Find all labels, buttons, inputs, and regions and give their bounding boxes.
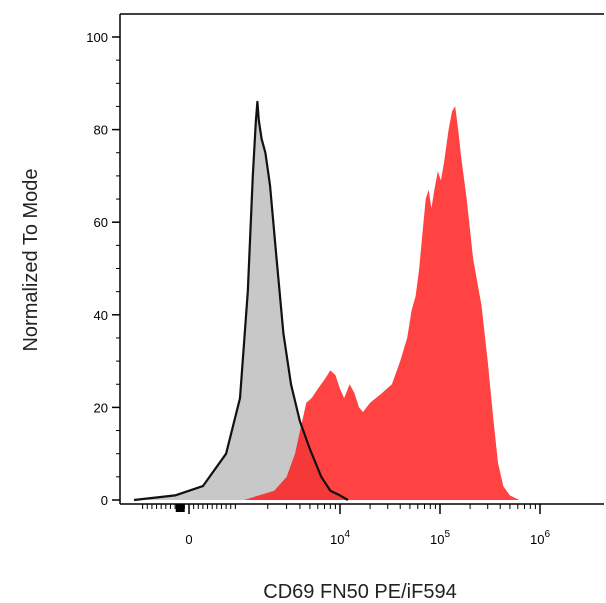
x-axis-title: CD69 FN50 PE/iF594 <box>263 581 456 603</box>
y-tick-label: 40 <box>94 308 108 323</box>
y-tick-label: 0 <box>101 493 108 508</box>
y-tick-label: 60 <box>94 215 108 230</box>
y-tick-label: 100 <box>86 30 108 45</box>
x-tick-label: 0 <box>185 532 192 547</box>
y-tick-label: 20 <box>94 400 108 415</box>
y-axis-title: Normalized To Mode <box>20 168 42 351</box>
plot-area <box>133 100 520 502</box>
x-zero-marker <box>175 504 185 512</box>
x-tick-label: 105 <box>430 529 450 547</box>
y-axis-title-group: Normalized To Mode <box>20 168 42 351</box>
x-tick-label: 106 <box>530 529 550 547</box>
y-tick-label: 80 <box>94 123 108 138</box>
x-tick-label: 104 <box>330 529 350 547</box>
series-1-outline <box>133 100 349 502</box>
series-2-area <box>244 106 520 501</box>
axes: 0 20 40 60 80 100 0 104 105 106 <box>86 13 604 547</box>
